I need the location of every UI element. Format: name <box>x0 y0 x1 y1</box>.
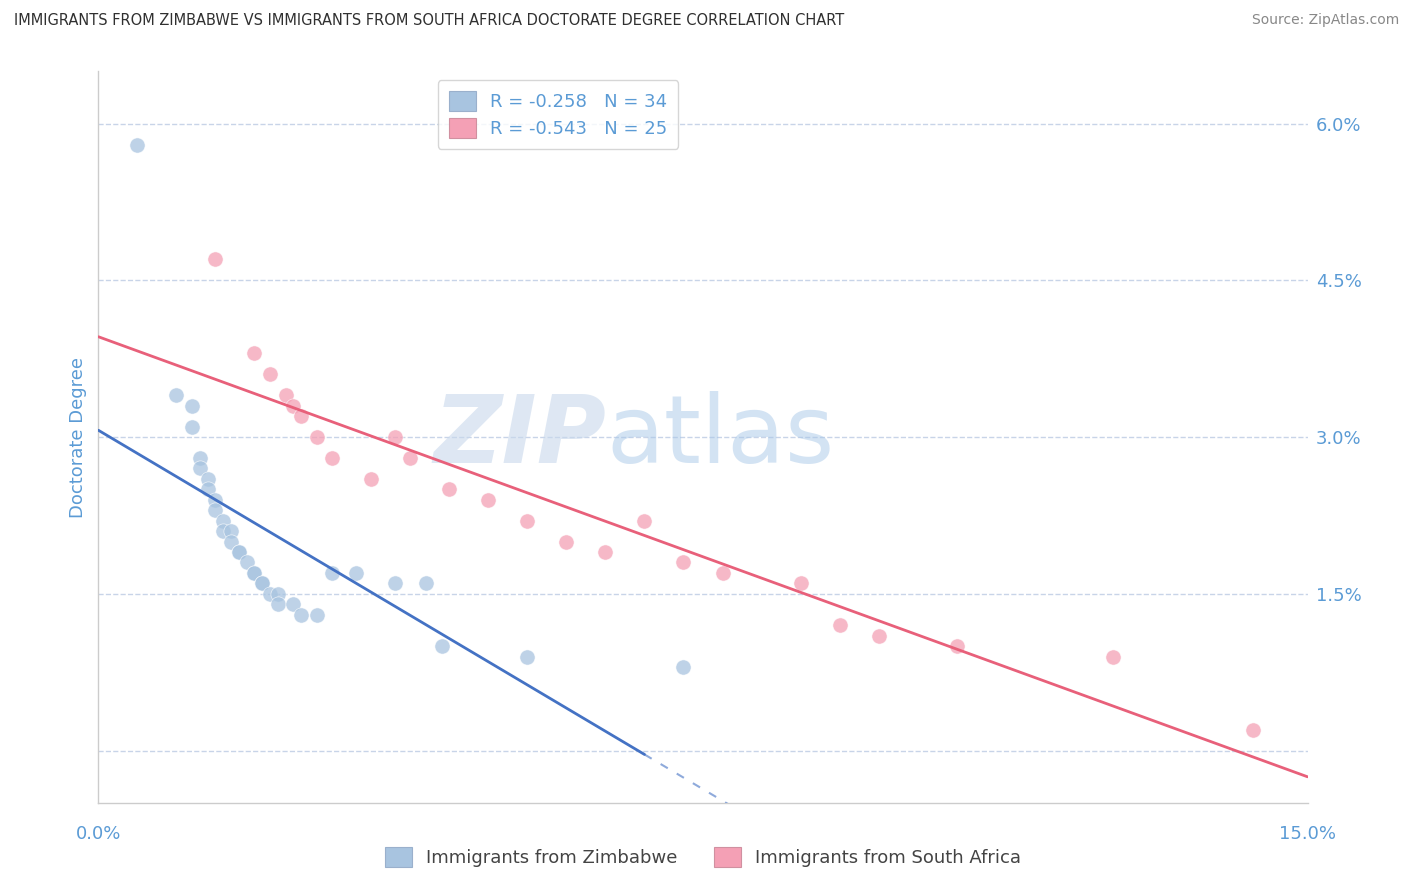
Point <box>243 346 266 360</box>
Point <box>477 492 499 507</box>
Point <box>439 483 461 497</box>
Text: ZIP: ZIP <box>433 391 606 483</box>
Point <box>259 587 281 601</box>
Point <box>321 450 343 465</box>
Point <box>197 472 219 486</box>
Point <box>259 368 281 382</box>
Point <box>212 514 235 528</box>
Point <box>945 639 967 653</box>
Point <box>711 566 734 580</box>
Point <box>789 576 811 591</box>
Point <box>290 409 312 424</box>
Point <box>228 545 250 559</box>
Point <box>290 607 312 622</box>
Point <box>219 524 242 538</box>
Point <box>181 419 204 434</box>
Point <box>305 607 328 622</box>
Point <box>283 399 305 413</box>
Point <box>430 639 453 653</box>
Point <box>555 534 578 549</box>
Point <box>204 492 226 507</box>
Text: 0.0%: 0.0% <box>76 825 121 843</box>
Point <box>204 252 226 267</box>
Point <box>344 566 367 580</box>
Point <box>267 597 290 611</box>
Point <box>1101 649 1123 664</box>
Point <box>181 399 204 413</box>
Y-axis label: Doctorate Degree: Doctorate Degree <box>69 357 87 517</box>
Point <box>188 450 211 465</box>
Point <box>204 503 226 517</box>
Point <box>868 629 890 643</box>
Point <box>243 566 266 580</box>
Point <box>252 576 274 591</box>
Point <box>228 545 250 559</box>
Point <box>321 566 343 580</box>
Point <box>399 450 422 465</box>
Point <box>127 137 149 152</box>
Point <box>283 597 305 611</box>
Text: 15.0%: 15.0% <box>1279 825 1336 843</box>
Legend: R = -0.258   N = 34, R = -0.543   N = 25: R = -0.258 N = 34, R = -0.543 N = 25 <box>437 80 678 149</box>
Point <box>595 545 617 559</box>
Point <box>197 483 219 497</box>
Text: atlas: atlas <box>606 391 835 483</box>
Point <box>267 587 290 601</box>
Point <box>243 566 266 580</box>
Legend: Immigrants from Zimbabwe, Immigrants from South Africa: Immigrants from Zimbabwe, Immigrants fro… <box>377 839 1029 874</box>
Point <box>274 388 297 402</box>
Text: IMMIGRANTS FROM ZIMBABWE VS IMMIGRANTS FROM SOUTH AFRICA DOCTORATE DEGREE CORREL: IMMIGRANTS FROM ZIMBABWE VS IMMIGRANTS F… <box>14 13 845 29</box>
Point <box>188 461 211 475</box>
Point <box>235 556 257 570</box>
Point <box>633 514 655 528</box>
Point <box>516 514 538 528</box>
Point <box>165 388 187 402</box>
Point <box>212 524 235 538</box>
Point <box>360 472 382 486</box>
Point <box>828 618 851 632</box>
Point <box>384 430 406 444</box>
Point <box>384 576 406 591</box>
Point <box>219 534 242 549</box>
Point <box>252 576 274 591</box>
Point <box>672 556 695 570</box>
Point <box>516 649 538 664</box>
Point <box>415 576 437 591</box>
Point <box>305 430 328 444</box>
Point <box>672 660 695 674</box>
Point <box>1241 723 1264 737</box>
Text: Source: ZipAtlas.com: Source: ZipAtlas.com <box>1251 13 1399 28</box>
